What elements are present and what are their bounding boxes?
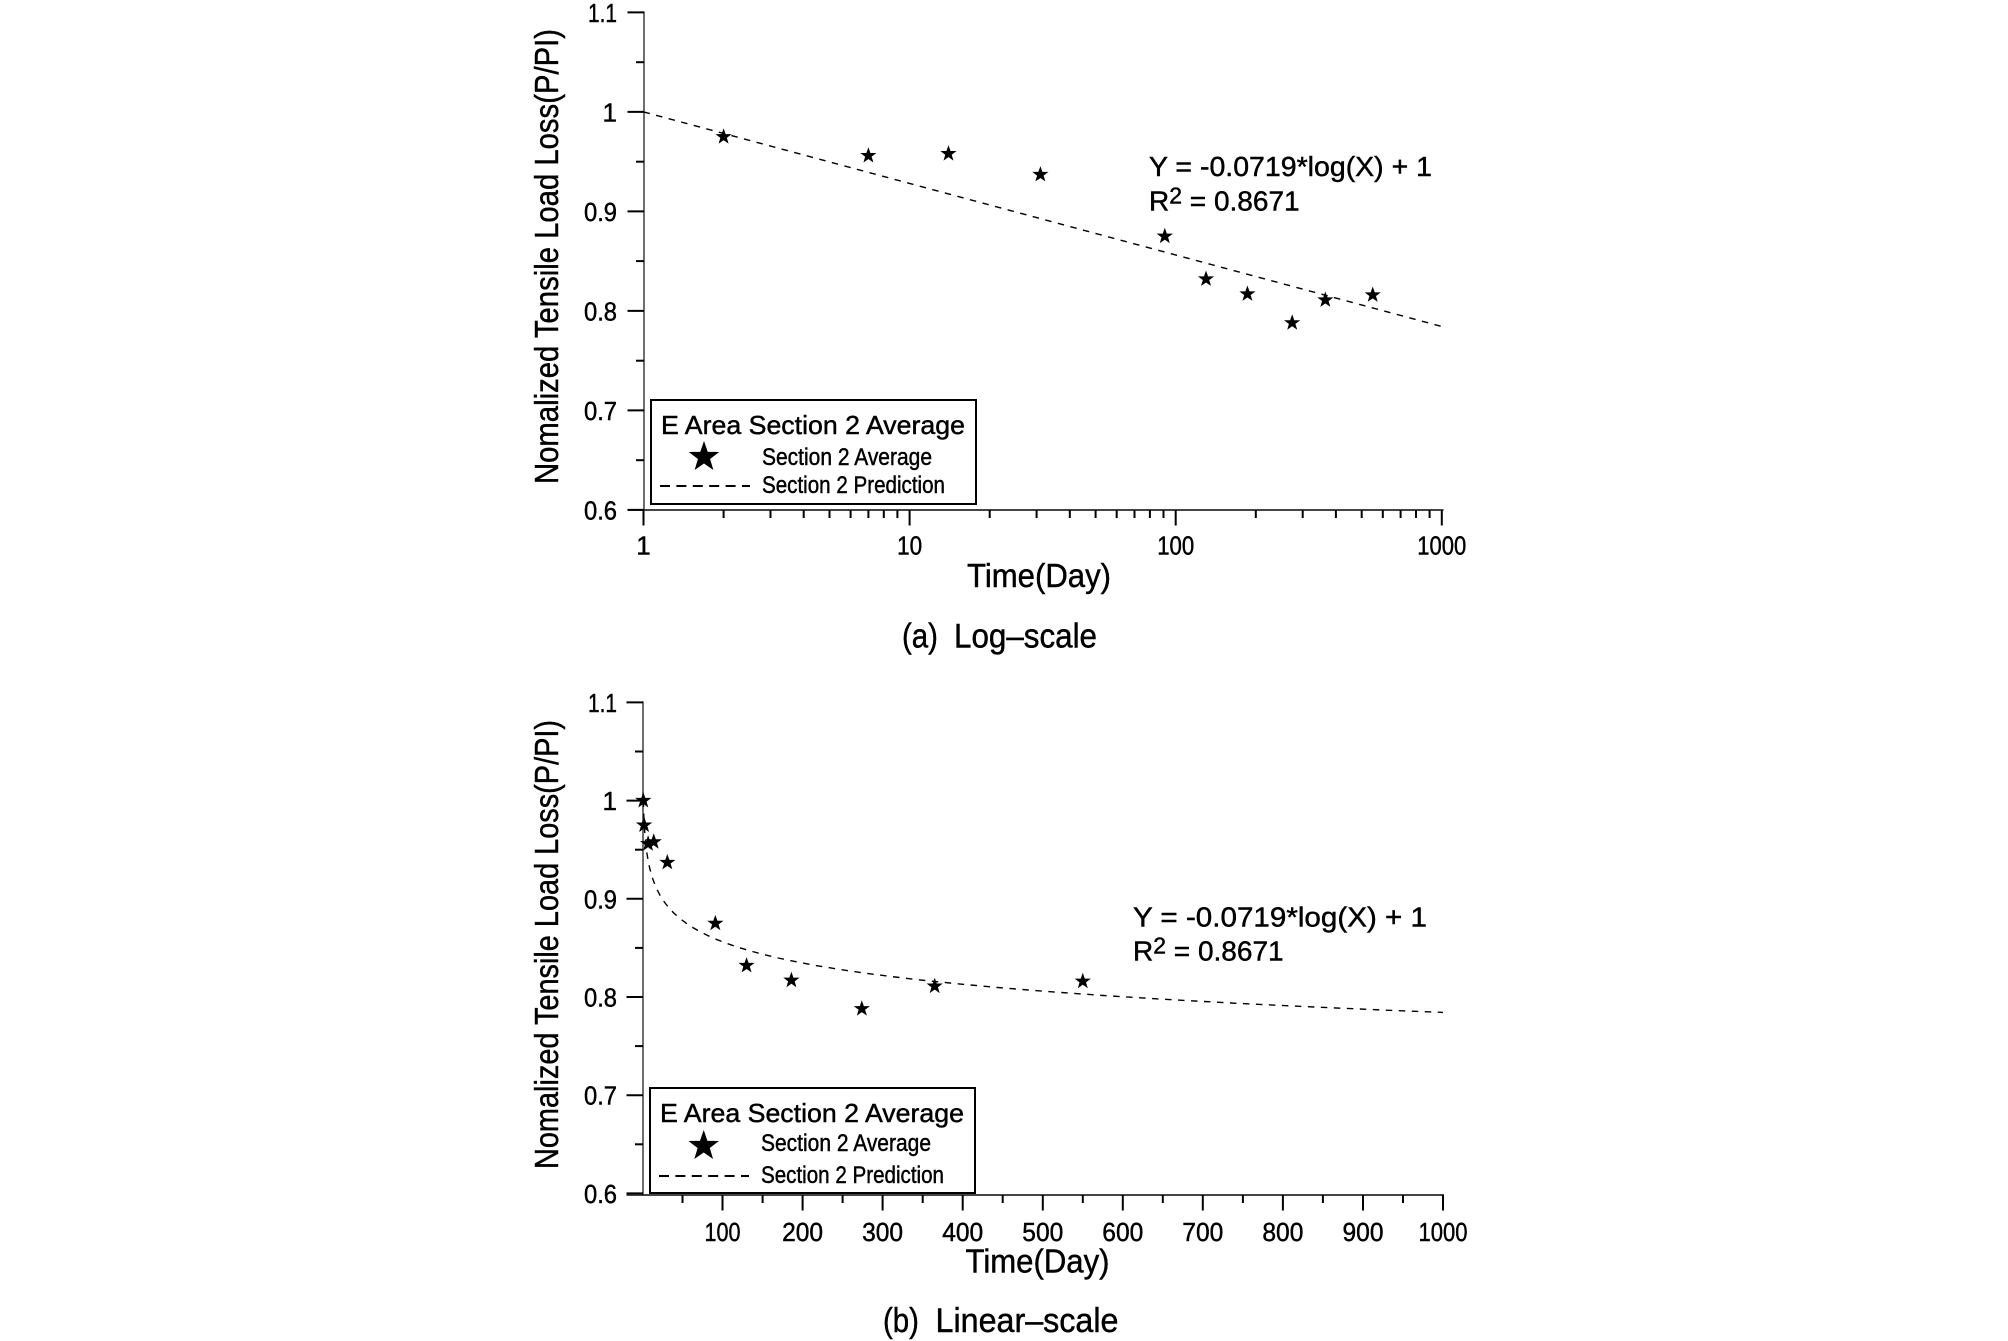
svg-text:1: 1 — [636, 531, 650, 561]
svg-text:0.8: 0.8 — [584, 983, 617, 1013]
svg-text:500: 500 — [1022, 1217, 1063, 1247]
svg-text:Nomalized Tensile Load Loss(P/: Nomalized Tensile Load Loss(P/PI) — [528, 29, 565, 484]
svg-text:1: 1 — [603, 786, 617, 816]
svg-text:0.7: 0.7 — [584, 396, 617, 426]
svg-text:0.6: 0.6 — [584, 495, 617, 525]
svg-text:1000: 1000 — [1419, 1217, 1468, 1247]
svg-text:Time(Day): Time(Day) — [967, 557, 1111, 594]
svg-text:100: 100 — [705, 1217, 741, 1247]
svg-text:0.8: 0.8 — [584, 296, 617, 326]
svg-text:1.1: 1.1 — [588, 0, 617, 28]
svg-text:Log–scale: Log–scale — [954, 618, 1097, 656]
svg-text:10: 10 — [897, 531, 922, 561]
svg-text:(b): (b) — [883, 1302, 919, 1340]
svg-text:0.9: 0.9 — [584, 884, 617, 914]
svg-text:Nomalized Tensile Load Loss(P/: Nomalized Tensile Load Loss(P/PI) — [528, 720, 565, 1169]
svg-text:E Area Section 2 Average: E Area Section 2 Average — [660, 1098, 964, 1128]
svg-text:1.1: 1.1 — [588, 688, 617, 718]
svg-text:E Area Section 2 Average: E Area Section 2 Average — [661, 410, 965, 440]
svg-text:200: 200 — [782, 1217, 823, 1247]
svg-text:0.9: 0.9 — [584, 197, 617, 227]
svg-text:600: 600 — [1102, 1217, 1143, 1247]
svg-text:1: 1 — [603, 97, 617, 127]
svg-text:Section 2 Average: Section 2 Average — [761, 1130, 931, 1157]
svg-text:Section 2 Average: Section 2 Average — [762, 444, 932, 471]
svg-text:0.7: 0.7 — [584, 1081, 617, 1111]
svg-text:Y = -0.0719*log(X) + 1: Y = -0.0719*log(X) + 1 — [1133, 902, 1427, 933]
svg-text:900: 900 — [1343, 1217, 1384, 1247]
svg-text:400: 400 — [942, 1217, 983, 1247]
svg-text:Linear–scale: Linear–scale — [936, 1302, 1119, 1340]
svg-text:300: 300 — [862, 1217, 903, 1247]
svg-text:100: 100 — [1157, 531, 1194, 561]
svg-text:Section 2 Prediction: Section 2 Prediction — [762, 472, 945, 499]
svg-text:R2 = 0.8671: R2 = 0.8671 — [1149, 182, 1300, 216]
svg-text:800: 800 — [1262, 1217, 1303, 1247]
svg-text:0.6: 0.6 — [584, 1179, 617, 1209]
svg-text:1000: 1000 — [1417, 531, 1466, 561]
svg-text:700: 700 — [1182, 1217, 1223, 1247]
svg-text:(a): (a) — [902, 618, 938, 656]
svg-text:Time(Day): Time(Day) — [966, 1243, 1110, 1280]
svg-text:Section 2 Prediction: Section 2 Prediction — [761, 1162, 944, 1189]
svg-text:Y = -0.0719*log(X) + 1: Y = -0.0719*log(X) + 1 — [1149, 151, 1432, 182]
